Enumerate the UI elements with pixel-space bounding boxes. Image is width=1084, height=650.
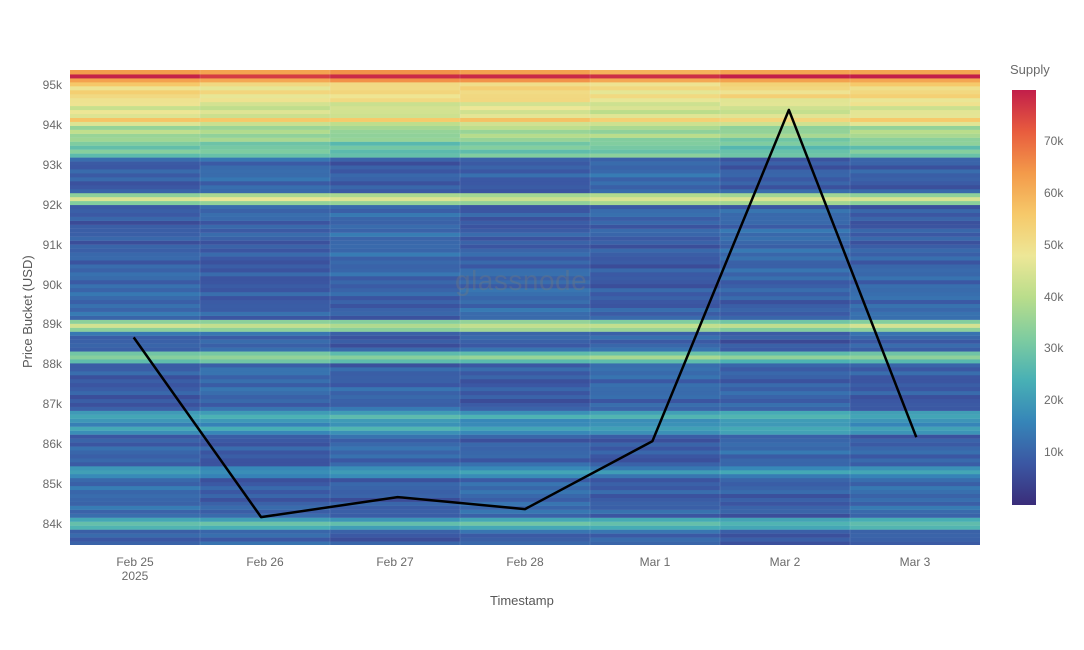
x-tick-label: Feb 26	[225, 555, 305, 569]
y-tick-label: 90k	[32, 278, 62, 292]
colorbar-title: Supply	[1010, 62, 1050, 77]
colorbar-tick-label: 70k	[1044, 134, 1063, 148]
y-tick-label: 94k	[32, 118, 62, 132]
colorbar: Supply 10k20k30k40k50k60k70k	[1012, 90, 1082, 505]
colorbar-tick-label: 40k	[1044, 290, 1063, 304]
y-tick-label: 93k	[32, 158, 62, 172]
y-tick-label: 89k	[32, 317, 62, 331]
x-tick-label: Mar 2	[745, 555, 825, 569]
x-tick-label: Feb 27	[355, 555, 435, 569]
colorbar-tick-label: 50k	[1044, 238, 1063, 252]
colorbar-tick-label: 60k	[1044, 186, 1063, 200]
plot-area: glassnode	[70, 70, 980, 545]
chart-stage: glassnode 84k 85k 86k 87k 88k 89k 90k 91k 92k 93k…	[0, 0, 1084, 650]
colorbar-gradient	[1012, 90, 1036, 505]
x-tick-label: Mar 1	[615, 555, 695, 569]
x-tick-label: Feb 25 2025	[95, 555, 175, 583]
y-tick-label: 95k	[32, 78, 62, 92]
y-tick-label: 84k	[32, 517, 62, 531]
y-tick-label: 85k	[32, 477, 62, 491]
x-tick-label: Mar 3	[875, 555, 955, 569]
y-tick-label: 92k	[32, 198, 62, 212]
y-tick-label: 87k	[32, 397, 62, 411]
colorbar-tick-label: 10k	[1044, 445, 1063, 459]
y-axis-title: Price Bucket (USD)	[20, 255, 35, 368]
y-tick-label: 88k	[32, 357, 62, 371]
x-tick-label: Feb 28	[485, 555, 565, 569]
heatmap-canvas	[70, 70, 980, 545]
y-tick-label: 91k	[32, 238, 62, 252]
y-tick-label: 86k	[32, 437, 62, 451]
colorbar-tick-label: 30k	[1044, 341, 1063, 355]
colorbar-tick-label: 20k	[1044, 393, 1063, 407]
x-axis-title: Timestamp	[490, 593, 554, 608]
